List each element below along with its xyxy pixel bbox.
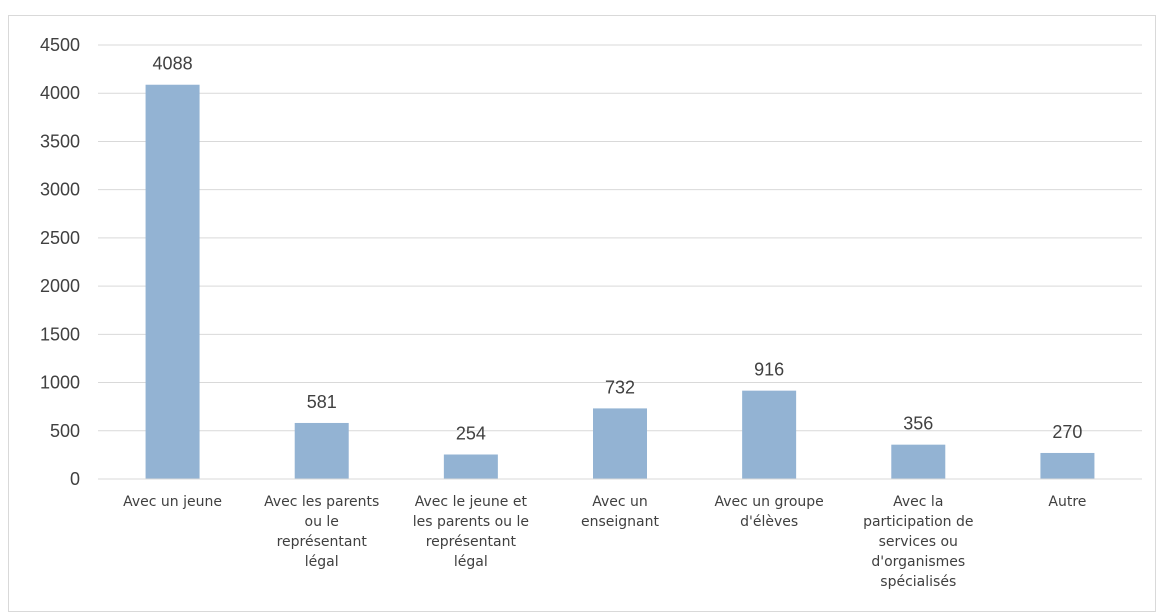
x-tick-label-line: services ou [878, 534, 958, 550]
bar [891, 444, 946, 479]
x-tick-label: Avec un groupe d'élèves [695, 492, 844, 532]
x-tick-label-line: ou le [304, 514, 339, 530]
x-tick-label: Avec la participation de services ou d'orga… [844, 492, 993, 592]
bar [443, 454, 498, 479]
y-tick-label: 1000 [40, 373, 80, 393]
bar [742, 390, 797, 479]
bar [593, 408, 647, 479]
x-tick-label-line: Avec les parents [264, 494, 380, 510]
x-tick-label-line: Avec un jeune [123, 494, 222, 510]
x-tick-label-line: représentant [276, 534, 367, 550]
x-tick-label-line: Avec le jeune et [414, 494, 527, 510]
y-tick-label: 4500 [40, 35, 80, 55]
x-tick-label-line: Avec un groupe [714, 494, 824, 510]
x-tick-label-line: spécialisés [880, 574, 957, 590]
x-tick-label-line: Avec un [592, 494, 648, 510]
x-tick-label: Avec les parents ou le représentant légal [247, 492, 396, 572]
bar-data-label: 4088 [153, 54, 193, 74]
y-tick-label: 2000 [40, 276, 80, 296]
x-tick-label: Avec un jeune [98, 492, 247, 512]
x-tick-label-line: les parents ou le [412, 514, 529, 530]
bar [145, 84, 200, 479]
x-tick-label-line: participation de [863, 514, 974, 530]
x-tick-label-line: légal [453, 554, 488, 570]
x-tick-label: Avec un enseignant [545, 492, 694, 532]
y-tick-label: 2500 [40, 228, 80, 248]
y-tick-label: 4000 [40, 83, 80, 103]
bar-data-label: 732 [605, 377, 635, 397]
x-tick-label-line: d'élèves [740, 514, 799, 530]
bar-data-label: 581 [307, 392, 337, 412]
y-tick-label: 0 [70, 469, 80, 489]
y-tick-label: 3500 [40, 131, 80, 151]
x-tick-label-line: enseignant [581, 514, 659, 530]
y-tick-label: 1500 [40, 324, 80, 344]
bar-data-label: 356 [903, 414, 933, 434]
bar-data-label: 270 [1052, 422, 1082, 442]
bar-data-label: 254 [456, 424, 486, 444]
bar [294, 422, 349, 479]
x-tick-label-line: Avec la [893, 494, 944, 510]
bar [1040, 452, 1095, 479]
x-tick-label-line: légal [304, 554, 339, 570]
x-tick-label-line: Autre [1048, 494, 1087, 510]
x-tick-label: Autre [993, 492, 1142, 512]
y-tick-label: 3000 [40, 180, 80, 200]
x-tick-label: Avec le jeune et les parents ou le représe… [396, 492, 545, 572]
bar-data-label: 916 [754, 360, 784, 380]
x-tick-label-line: d'organismes [871, 554, 966, 570]
y-tick-label: 500 [50, 421, 80, 441]
x-tick-label-line: représentant [425, 534, 516, 550]
